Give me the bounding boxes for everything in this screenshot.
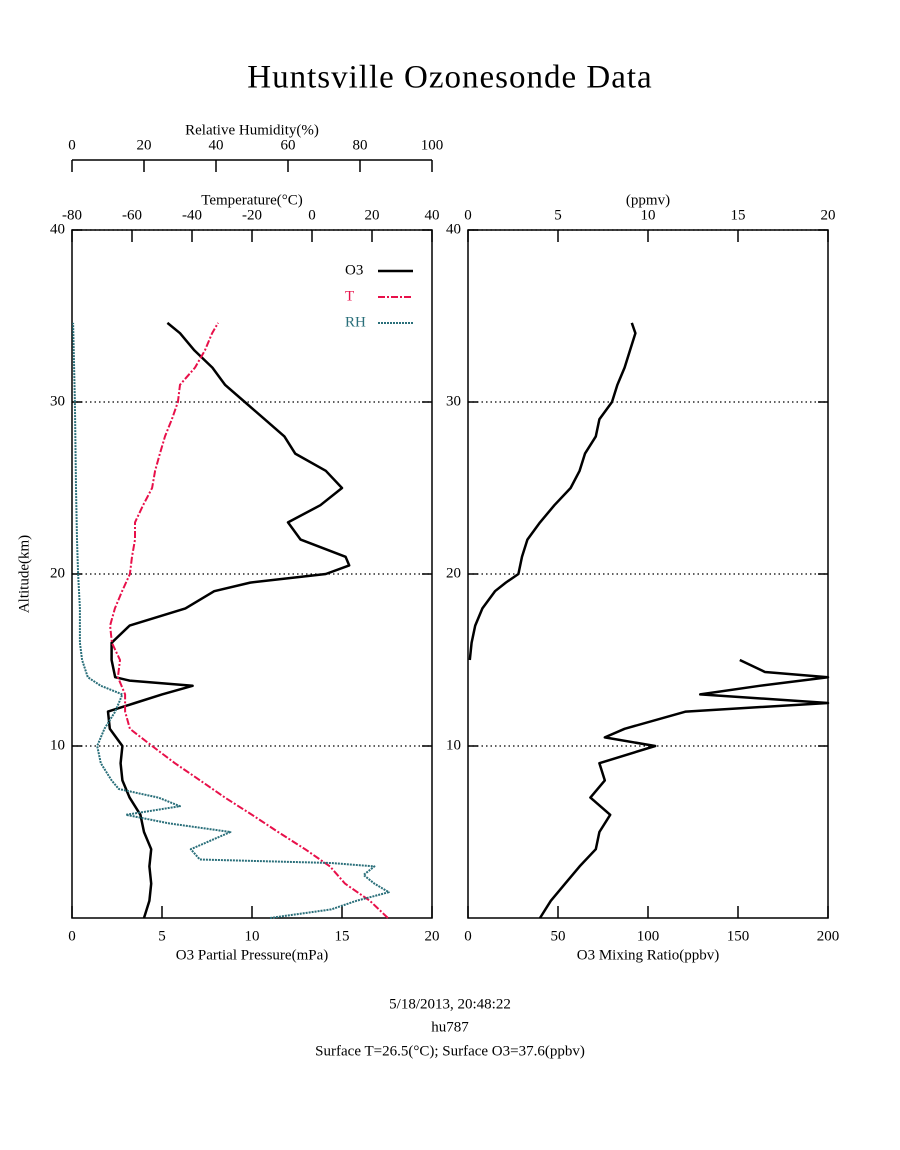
data-line	[72, 322, 390, 919]
x-tick-label: 200	[817, 928, 840, 944]
x-tick-label: 50	[551, 928, 566, 944]
x-tick-label: -20	[242, 207, 262, 223]
x-tick-label: 20	[425, 928, 440, 944]
x-tick-label: -40	[182, 207, 202, 223]
x-tick-label: -80	[62, 207, 82, 223]
y-tick-label: 10	[446, 737, 461, 753]
x-tick-label: 0	[464, 207, 472, 223]
y-tick-label: 30	[446, 393, 461, 409]
x-axis-label: Relative Humidity(%)	[185, 122, 319, 138]
x-tick-label: 5	[554, 207, 562, 223]
legend-label: T	[345, 288, 354, 304]
x-axis-label: (ppmv)	[626, 192, 670, 208]
data-line	[109, 322, 389, 919]
y-tick-label: 30	[50, 393, 65, 409]
x-axis-label: O3 Partial Pressure(mPa)	[176, 947, 328, 963]
data-line	[106, 321, 351, 919]
x-tick-label: 20	[137, 137, 152, 153]
x-tick-label: 5	[158, 928, 166, 944]
data-line	[538, 658, 830, 919]
legend-label: O3	[345, 262, 363, 278]
x-axis-label: O3 Mixing Ratio(ppbv)	[577, 947, 720, 963]
legend-label: RH	[345, 314, 366, 330]
x-tick-label: 100	[637, 928, 660, 944]
x-tick-label: 15	[335, 928, 350, 944]
x-tick-label: -60	[122, 207, 142, 223]
x-tick-label: 15	[731, 207, 746, 223]
x-tick-label: 0	[68, 137, 76, 153]
y-tick-label: 20	[50, 565, 65, 581]
x-tick-label: 100	[421, 137, 444, 153]
y-tick-label: 40	[50, 221, 65, 237]
chart-title: Huntsville Ozonesonde Data	[247, 60, 652, 96]
x-tick-label: 60	[281, 137, 296, 153]
y-axis-label: Altitude(km)	[16, 535, 32, 613]
data-line	[468, 322, 637, 661]
footer-id: hu787	[431, 1019, 469, 1035]
x-tick-label: 0	[308, 207, 316, 223]
x-tick-label: 20	[821, 207, 836, 223]
y-tick-label: 40	[446, 221, 461, 237]
y-tick-label: 20	[446, 565, 461, 581]
footer-date: 5/18/2013, 20:48:22	[389, 996, 511, 1012]
y-tick-label: 10	[50, 737, 65, 753]
footer-surface: Surface T=26.5(°C); Surface O3=37.6(ppbv…	[315, 1043, 585, 1059]
x-tick-label: 40	[425, 207, 440, 223]
x-tick-label: 0	[464, 928, 472, 944]
x-tick-label: 80	[353, 137, 368, 153]
x-tick-label: 40	[209, 137, 224, 153]
x-tick-label: 150	[727, 928, 750, 944]
x-tick-label: 10	[641, 207, 656, 223]
x-tick-label: 0	[68, 928, 76, 944]
x-tick-label: 10	[245, 928, 260, 944]
x-axis-label: Temperature(°C)	[201, 192, 303, 208]
x-tick-label: 20	[365, 207, 380, 223]
